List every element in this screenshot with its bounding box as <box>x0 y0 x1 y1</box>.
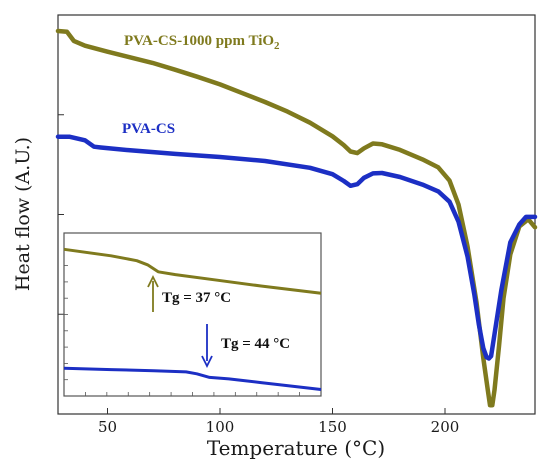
x-tick-label: 50 <box>98 418 117 436</box>
legend-label-tio2: PVA-CS-1000 ppm TiO2 <box>124 33 280 52</box>
axis-ticks: 50 100 150 200 <box>58 114 460 436</box>
legend-label-tio2-text: PVA-CS-1000 ppm TiO <box>124 33 274 49</box>
inset-series-line-0 <box>63 247 322 295</box>
x-axis-title: Temperature (°C) <box>207 436 385 460</box>
series-group <box>55 28 538 408</box>
x-tick-label: 150 <box>318 418 347 436</box>
arrow-down-head <box>201 355 213 369</box>
tg-annotation-pva-cs: Tg = 44 °C <box>201 324 290 369</box>
y-axis-title: Heat flow (A.U.) <box>12 137 34 291</box>
tg-label-tio2: Tg = 37 °C <box>162 290 231 306</box>
inset-series-line-1 <box>63 366 322 391</box>
tg-annotation-tio2: Tg = 37 °C <box>147 274 231 312</box>
legend-label-pva-cs: PVA-CS <box>122 121 175 137</box>
series-line-1 <box>55 134 538 361</box>
arrow-up-head <box>147 274 159 288</box>
inset-series-group <box>63 247 322 391</box>
inset-chart: Tg = 37 °C Tg = 44 °C <box>63 232 322 397</box>
legend-label-tio2-subscript: 2 <box>274 40 280 52</box>
x-tick-label: 100 <box>206 418 235 436</box>
tg-label-pva-cs: Tg = 44 °C <box>221 336 290 352</box>
x-tick-label: 200 <box>431 418 460 436</box>
series-line-0 <box>55 28 538 408</box>
